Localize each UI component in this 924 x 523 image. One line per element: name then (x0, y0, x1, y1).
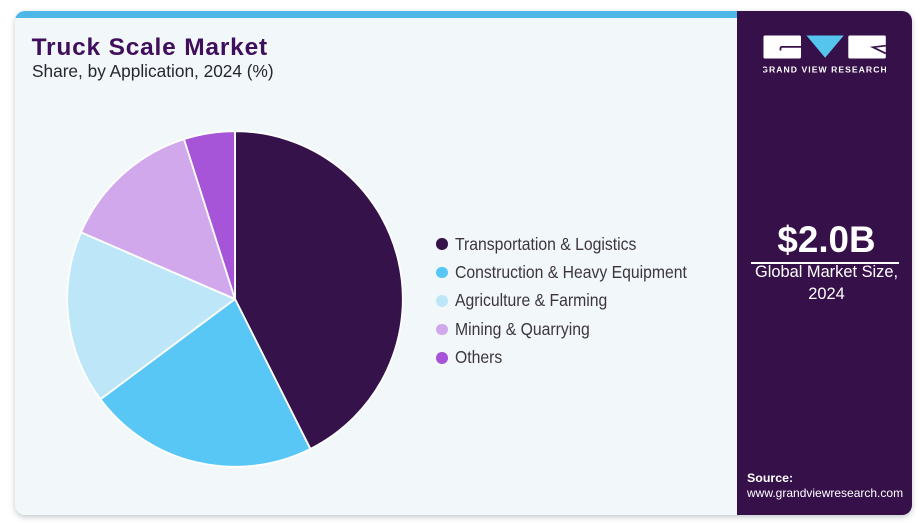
svg-text:GRAND VIEW RESEARCH: GRAND VIEW RESEARCH (763, 65, 886, 75)
